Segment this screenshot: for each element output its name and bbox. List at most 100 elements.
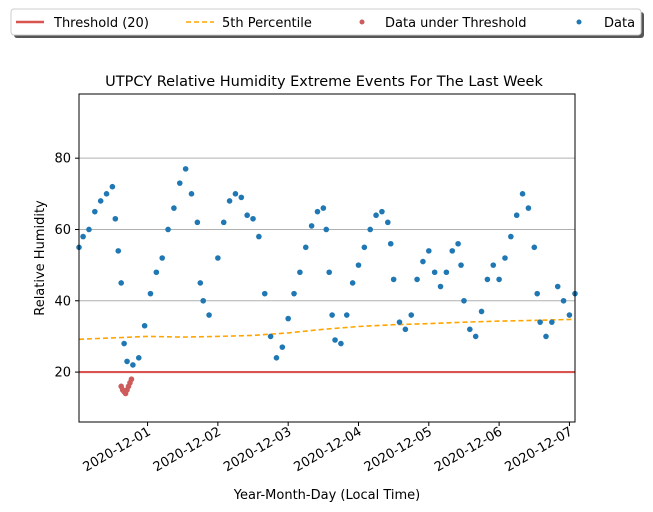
data-point xyxy=(361,244,368,251)
data-point xyxy=(525,205,532,211)
data-points xyxy=(76,166,578,368)
data-point xyxy=(279,344,286,350)
data-point xyxy=(250,215,256,222)
data-point xyxy=(215,255,221,261)
legend-under-threshold-label: Data under Threshold xyxy=(385,16,526,31)
legend-threshold-label: Threshold (20) xyxy=(53,16,149,31)
data-point xyxy=(513,212,520,219)
data-point xyxy=(197,280,204,286)
data-point xyxy=(86,226,92,233)
under-threshold-points xyxy=(118,376,135,397)
data-point xyxy=(449,248,456,254)
data-point xyxy=(159,255,166,261)
data-point xyxy=(467,326,473,333)
data-point xyxy=(171,205,177,211)
data-point xyxy=(314,208,321,215)
data-point xyxy=(390,276,397,283)
data-point xyxy=(232,191,239,197)
data-point xyxy=(431,269,438,276)
data-point xyxy=(200,297,207,304)
data-point xyxy=(182,166,189,172)
data-point xyxy=(343,312,350,318)
data-point xyxy=(484,276,491,283)
data-point xyxy=(256,233,262,240)
data-point xyxy=(323,226,330,233)
x-tick-label: 2020-12-04 xyxy=(292,424,365,475)
data-point xyxy=(285,315,291,322)
y-tick-label: 80 xyxy=(54,152,71,167)
data-point xyxy=(97,198,104,204)
data-point xyxy=(426,248,432,254)
data-point xyxy=(220,219,227,226)
data-point xyxy=(326,269,332,276)
data-point xyxy=(373,212,379,219)
data-point xyxy=(302,244,309,251)
data-point xyxy=(130,362,136,368)
legend-frame xyxy=(10,8,642,36)
percentile-line xyxy=(78,318,576,341)
data-point xyxy=(121,340,127,347)
data-point xyxy=(554,283,561,290)
data-point xyxy=(384,219,391,226)
data-point xyxy=(508,233,514,240)
data-point xyxy=(490,262,497,268)
under-threshold-point xyxy=(128,376,135,383)
data-point xyxy=(502,255,508,261)
data-point xyxy=(461,297,467,304)
data-point xyxy=(338,340,344,347)
data-point xyxy=(261,290,268,297)
data-point xyxy=(519,191,526,197)
legend-under-threshold-swatch xyxy=(359,19,365,25)
data-point xyxy=(329,312,335,318)
data-point xyxy=(478,308,485,315)
data-point xyxy=(267,333,274,340)
data-point xyxy=(349,280,356,286)
data-point xyxy=(176,180,183,186)
data-point xyxy=(549,319,555,325)
data-point xyxy=(115,248,122,254)
legend-data-label: Data xyxy=(604,16,635,31)
y-axis-label: Relative Humidity xyxy=(33,200,48,316)
data-point xyxy=(109,183,116,190)
x-axis-ticks: 2020-12-012020-12-022020-12-032020-12-04… xyxy=(81,422,575,475)
legend: Threshold (20) 5th Percentile Data under… xyxy=(10,8,644,38)
data-point xyxy=(141,322,148,329)
data-point xyxy=(443,269,450,276)
data-point xyxy=(226,198,233,204)
data-point xyxy=(531,244,538,251)
data-point xyxy=(496,276,502,283)
data-point xyxy=(437,283,444,290)
data-point xyxy=(165,226,171,233)
data-point xyxy=(153,269,160,276)
data-point xyxy=(402,326,409,333)
x-axis-label: Year-Month-Day (Local Time) xyxy=(233,488,420,503)
data-point xyxy=(455,240,461,247)
legend-data-swatch xyxy=(576,19,582,25)
data-point xyxy=(458,262,464,268)
y-tick-label: 40 xyxy=(54,294,71,309)
data-point xyxy=(543,333,549,340)
data-point xyxy=(537,319,543,325)
data-point xyxy=(238,194,245,201)
y-axis-ticks: 20 40 60 80 xyxy=(54,152,79,381)
data-point xyxy=(124,358,130,365)
x-tick-label: 2020-12-03 xyxy=(221,424,294,475)
data-point xyxy=(92,208,98,215)
x-tick-label: 2020-12-02 xyxy=(151,424,224,475)
data-point xyxy=(379,208,385,215)
data-point xyxy=(308,223,315,229)
data-point xyxy=(534,290,541,297)
data-point xyxy=(414,276,420,283)
data-point xyxy=(408,312,415,318)
data-point xyxy=(118,280,124,286)
data-point xyxy=(188,191,195,197)
y-tick-label: 20 xyxy=(54,366,71,381)
data-point xyxy=(566,312,573,318)
data-point xyxy=(332,337,338,343)
data-point xyxy=(367,226,374,233)
y-tick-label: 60 xyxy=(54,223,71,238)
data-point xyxy=(103,191,110,197)
x-tick-label: 2020-12-07 xyxy=(502,424,575,475)
data-point xyxy=(206,312,212,318)
